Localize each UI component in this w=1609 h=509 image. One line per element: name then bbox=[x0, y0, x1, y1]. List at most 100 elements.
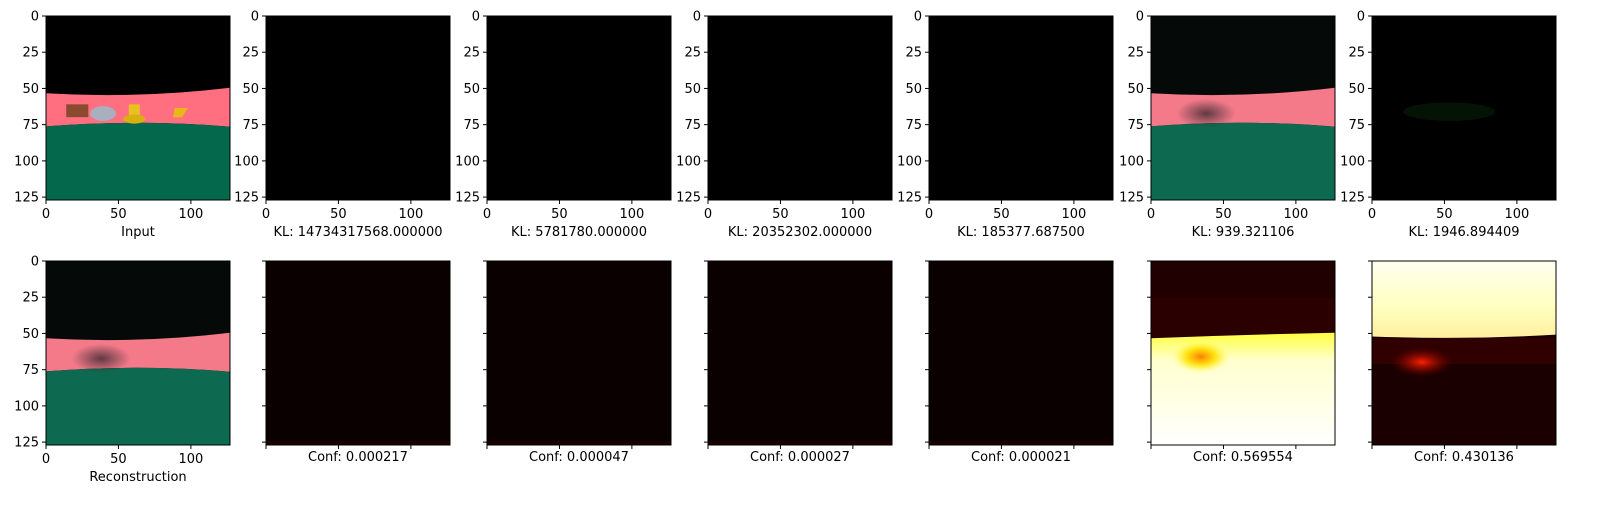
blur-blob bbox=[72, 344, 131, 373]
heat-hotspot bbox=[1390, 347, 1453, 376]
floor-region bbox=[46, 123, 230, 200]
y-tick-label: 0 bbox=[251, 10, 259, 25]
y-tick-label: 125 bbox=[676, 191, 701, 206]
heat-edge bbox=[266, 441, 450, 445]
x-tick-label: 100 bbox=[619, 207, 644, 222]
panel-caption: Conf: 0.000021 bbox=[971, 450, 1071, 465]
panel-s5: 0 50 1000255075100125KL: 939.321106 bbox=[1119, 10, 1335, 241]
sphere-object bbox=[90, 106, 116, 121]
y-tick-label: 100 bbox=[676, 154, 701, 169]
panel-s6: 0 50 100 0 25 50 75 100 125 KL: 1946.894409 bbox=[1340, 10, 1556, 241]
y-tick-label: 100 bbox=[455, 154, 480, 169]
panel-c2: Conf: 0.000047 bbox=[483, 261, 671, 465]
key-base-object bbox=[123, 114, 145, 123]
x-tick-label: 0 bbox=[42, 452, 50, 467]
x-tick-label: 0 bbox=[1147, 207, 1155, 222]
black-field bbox=[708, 16, 892, 200]
y-tick-label: 0 bbox=[1136, 10, 1144, 25]
panel-input: 0 50 100 0 25 50 75 100 125 Input bbox=[14, 10, 230, 241]
panel-s1: 0 50 100 0 25 50 75 100 125 KL: 14734317568.00000… bbox=[234, 10, 450, 241]
black-field bbox=[487, 16, 671, 200]
panel-content-s3 bbox=[708, 16, 892, 200]
floor-region bbox=[46, 368, 230, 445]
y-tick-label: 125 bbox=[1340, 191, 1365, 206]
y-tick-label: 125 bbox=[234, 191, 259, 206]
y-tick-label: 75 bbox=[684, 118, 701, 133]
y-tick-label: 50 bbox=[463, 82, 480, 97]
y-tick-label: 75 bbox=[905, 118, 922, 133]
heat-edge bbox=[487, 441, 671, 445]
x-tick-label: 100 bbox=[840, 207, 865, 222]
x-tick-label: 0 bbox=[483, 207, 491, 222]
y-tick-label: 50 bbox=[22, 82, 39, 97]
heat-edge bbox=[929, 441, 1113, 445]
faint-blob bbox=[1403, 102, 1495, 120]
y-tick-label: 25 bbox=[22, 46, 39, 61]
x-tick-label: 50 bbox=[1215, 207, 1232, 222]
y-tick-label: 25 bbox=[463, 46, 480, 61]
panel-c1: Conf: 0.000217 bbox=[262, 261, 450, 465]
y-tick-label: 0 bbox=[31, 255, 39, 270]
y-tick-label: 125 bbox=[14, 191, 39, 206]
y-tick-label: 100 bbox=[14, 399, 39, 414]
y-tick-label: 75 bbox=[22, 363, 39, 378]
y-tick-label: 0 bbox=[31, 10, 39, 25]
x-tick-label: 100 bbox=[1061, 207, 1086, 222]
panel-caption: KL: 14734317568.000000 bbox=[273, 225, 442, 240]
x-tick-label: 50 bbox=[110, 207, 127, 222]
y-tick-label: 25 bbox=[242, 46, 259, 61]
y-tick-label: 100 bbox=[897, 154, 922, 169]
x-tick-label: 100 bbox=[1504, 207, 1529, 222]
y-tick-label: 75 bbox=[1348, 118, 1365, 133]
floor-region bbox=[1151, 123, 1335, 200]
x-tick-label: 0 bbox=[42, 207, 50, 222]
panel-caption: KL: 185377.687500 bbox=[957, 225, 1085, 240]
x-tick-label: 50 bbox=[551, 207, 568, 222]
y-tick-label: 125 bbox=[1119, 191, 1144, 206]
blur-blob bbox=[1177, 99, 1236, 128]
x-tick-label: 100 bbox=[178, 207, 203, 222]
y-tick-label: 25 bbox=[1348, 46, 1365, 61]
panel-caption: Conf: 0.569554 bbox=[1193, 450, 1293, 465]
y-tick-label: 0 bbox=[472, 10, 480, 25]
panel-s4: 0 50 100 0 25 50 75 100 125 KL: 185377.687500 bbox=[897, 10, 1113, 241]
x-tick-label: 100 bbox=[1283, 207, 1308, 222]
y-tick-label: 75 bbox=[242, 118, 259, 133]
y-tick-label: 75 bbox=[1127, 118, 1144, 133]
panel-content-c6 bbox=[1372, 261, 1556, 445]
panel-caption: KL: 939.321106 bbox=[1192, 225, 1295, 240]
panel-content-c4 bbox=[929, 261, 1113, 445]
y-tick-label: 25 bbox=[1127, 46, 1144, 61]
panel-content-c2 bbox=[487, 261, 671, 445]
panel-content-s4 bbox=[929, 16, 1113, 200]
y-tick-label: 125 bbox=[897, 191, 922, 206]
heat-edge bbox=[708, 441, 892, 445]
y-tick-label: 75 bbox=[22, 118, 39, 133]
panel-caption: KL: 20352302.000000 bbox=[728, 225, 872, 240]
heat-hotspot bbox=[1171, 340, 1230, 373]
x-tick-label: 50 bbox=[993, 207, 1010, 222]
panel-content-input bbox=[46, 16, 230, 200]
x-tick-label: 100 bbox=[398, 207, 423, 222]
panel-content-c3 bbox=[708, 261, 892, 445]
panel-content-s1 bbox=[266, 16, 450, 200]
y-tick-label: 25 bbox=[905, 46, 922, 61]
black-field bbox=[929, 16, 1113, 200]
heat-field bbox=[708, 261, 892, 445]
y-tick-label: 0 bbox=[1357, 10, 1365, 25]
y-tick-label: 25 bbox=[684, 46, 701, 61]
panel-caption: Input bbox=[121, 225, 155, 240]
black-field bbox=[266, 16, 450, 200]
panel-content-c1 bbox=[266, 261, 450, 445]
panel-caption: Reconstruction bbox=[89, 470, 186, 485]
y-tick-label: 0 bbox=[914, 10, 922, 25]
y-tick-label: 100 bbox=[1119, 154, 1144, 169]
heat-top-band bbox=[1151, 261, 1335, 298]
panel-c3: Conf: 0.000027 bbox=[704, 261, 892, 465]
panel-caption: KL: 5781780.000000 bbox=[511, 225, 647, 240]
y-tick-label: 125 bbox=[14, 436, 39, 451]
x-tick-label: 0 bbox=[704, 207, 712, 222]
key-object bbox=[129, 104, 140, 115]
panel-content-recon bbox=[46, 261, 230, 445]
